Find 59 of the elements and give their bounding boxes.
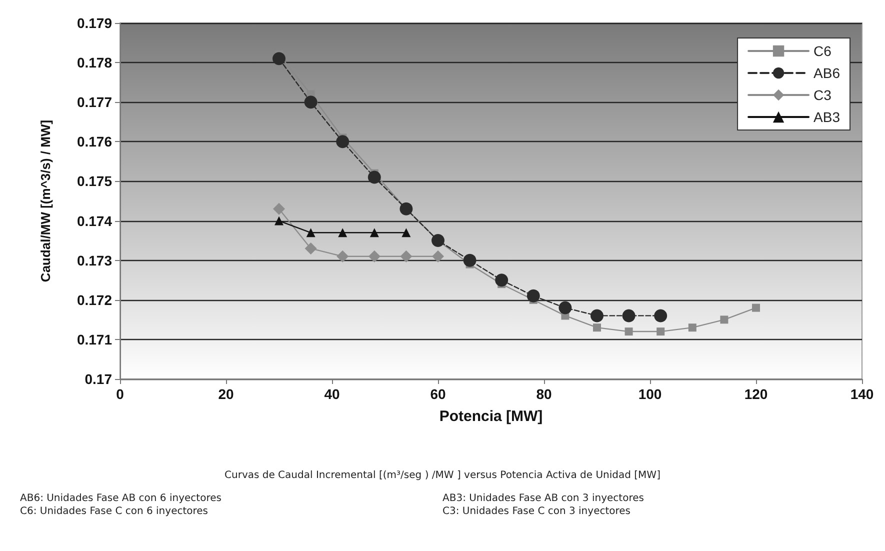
legend-label: AB6 [814, 65, 840, 81]
point [304, 242, 317, 254]
y-tick-label: 0.177 [76, 94, 112, 110]
point [593, 324, 601, 332]
x-tick-label: 80 [536, 386, 552, 402]
y-tick-label: 0.171 [76, 331, 112, 348]
point [402, 228, 411, 238]
point [720, 316, 728, 324]
point [558, 301, 572, 314]
y-tick-label: 0.17 [84, 371, 112, 387]
text: AB3: Unidades Fase AB con 3 inyectores [442, 493, 645, 504]
point [272, 52, 286, 66]
point [368, 250, 380, 262]
point [622, 309, 636, 322]
point [526, 289, 540, 302]
x-axis-title: Potencia [MW] [439, 408, 543, 425]
x-tick-label: 60 [430, 386, 446, 402]
point [336, 250, 349, 262]
legend-label: C3 [814, 87, 832, 103]
legend-label: C6 [814, 43, 832, 59]
point [590, 309, 604, 322]
point [656, 328, 665, 336]
y-axis-title: Caudal/MW [(m^3/s) / MW] [38, 120, 53, 282]
point [336, 135, 350, 148]
x-tick-label: 40 [324, 386, 340, 402]
point [432, 234, 444, 248]
y-tick-label: 0.178 [76, 54, 112, 71]
point [304, 96, 318, 109]
y-tick-label: 0.176 [76, 134, 112, 150]
x-tick-label: 120 [744, 386, 768, 402]
legend-label: AB3 [814, 109, 840, 125]
point [463, 254, 476, 267]
point [306, 228, 316, 238]
text: AB6: Unidades Fase AB con 6 inyectores [20, 493, 222, 504]
point [338, 228, 348, 238]
point [624, 328, 633, 336]
point [400, 250, 412, 262]
point [400, 202, 413, 216]
y-tick-label: 0.175 [76, 173, 112, 190]
point [495, 274, 508, 287]
point [688, 324, 696, 332]
text: Curvas de Caudal Incremental [(m³/seg ) /MW ] versus Potencia Activa de Unidad [MW] [224, 470, 662, 481]
x-tick-label: 100 [638, 386, 662, 402]
x-tick-label: 0 [116, 386, 124, 402]
text: C3: Unidades Fase C con 3 inyectores [442, 506, 632, 517]
y-tick-label: 0.179 [76, 15, 112, 31]
point [752, 304, 760, 312]
x-tick-label: 20 [218, 386, 234, 402]
point [654, 309, 668, 322]
point [432, 250, 444, 262]
point [370, 228, 379, 238]
y-tick-label: 0.172 [76, 292, 112, 308]
point [368, 170, 381, 184]
x-tick-label: 140 [850, 386, 874, 402]
point [273, 202, 285, 215]
y-tick-label: 0.174 [76, 212, 112, 229]
text: C6: Unidades Fase C con 6 inyectores [20, 506, 210, 517]
point [274, 216, 284, 226]
y-tick-label: 0.173 [76, 252, 112, 268]
